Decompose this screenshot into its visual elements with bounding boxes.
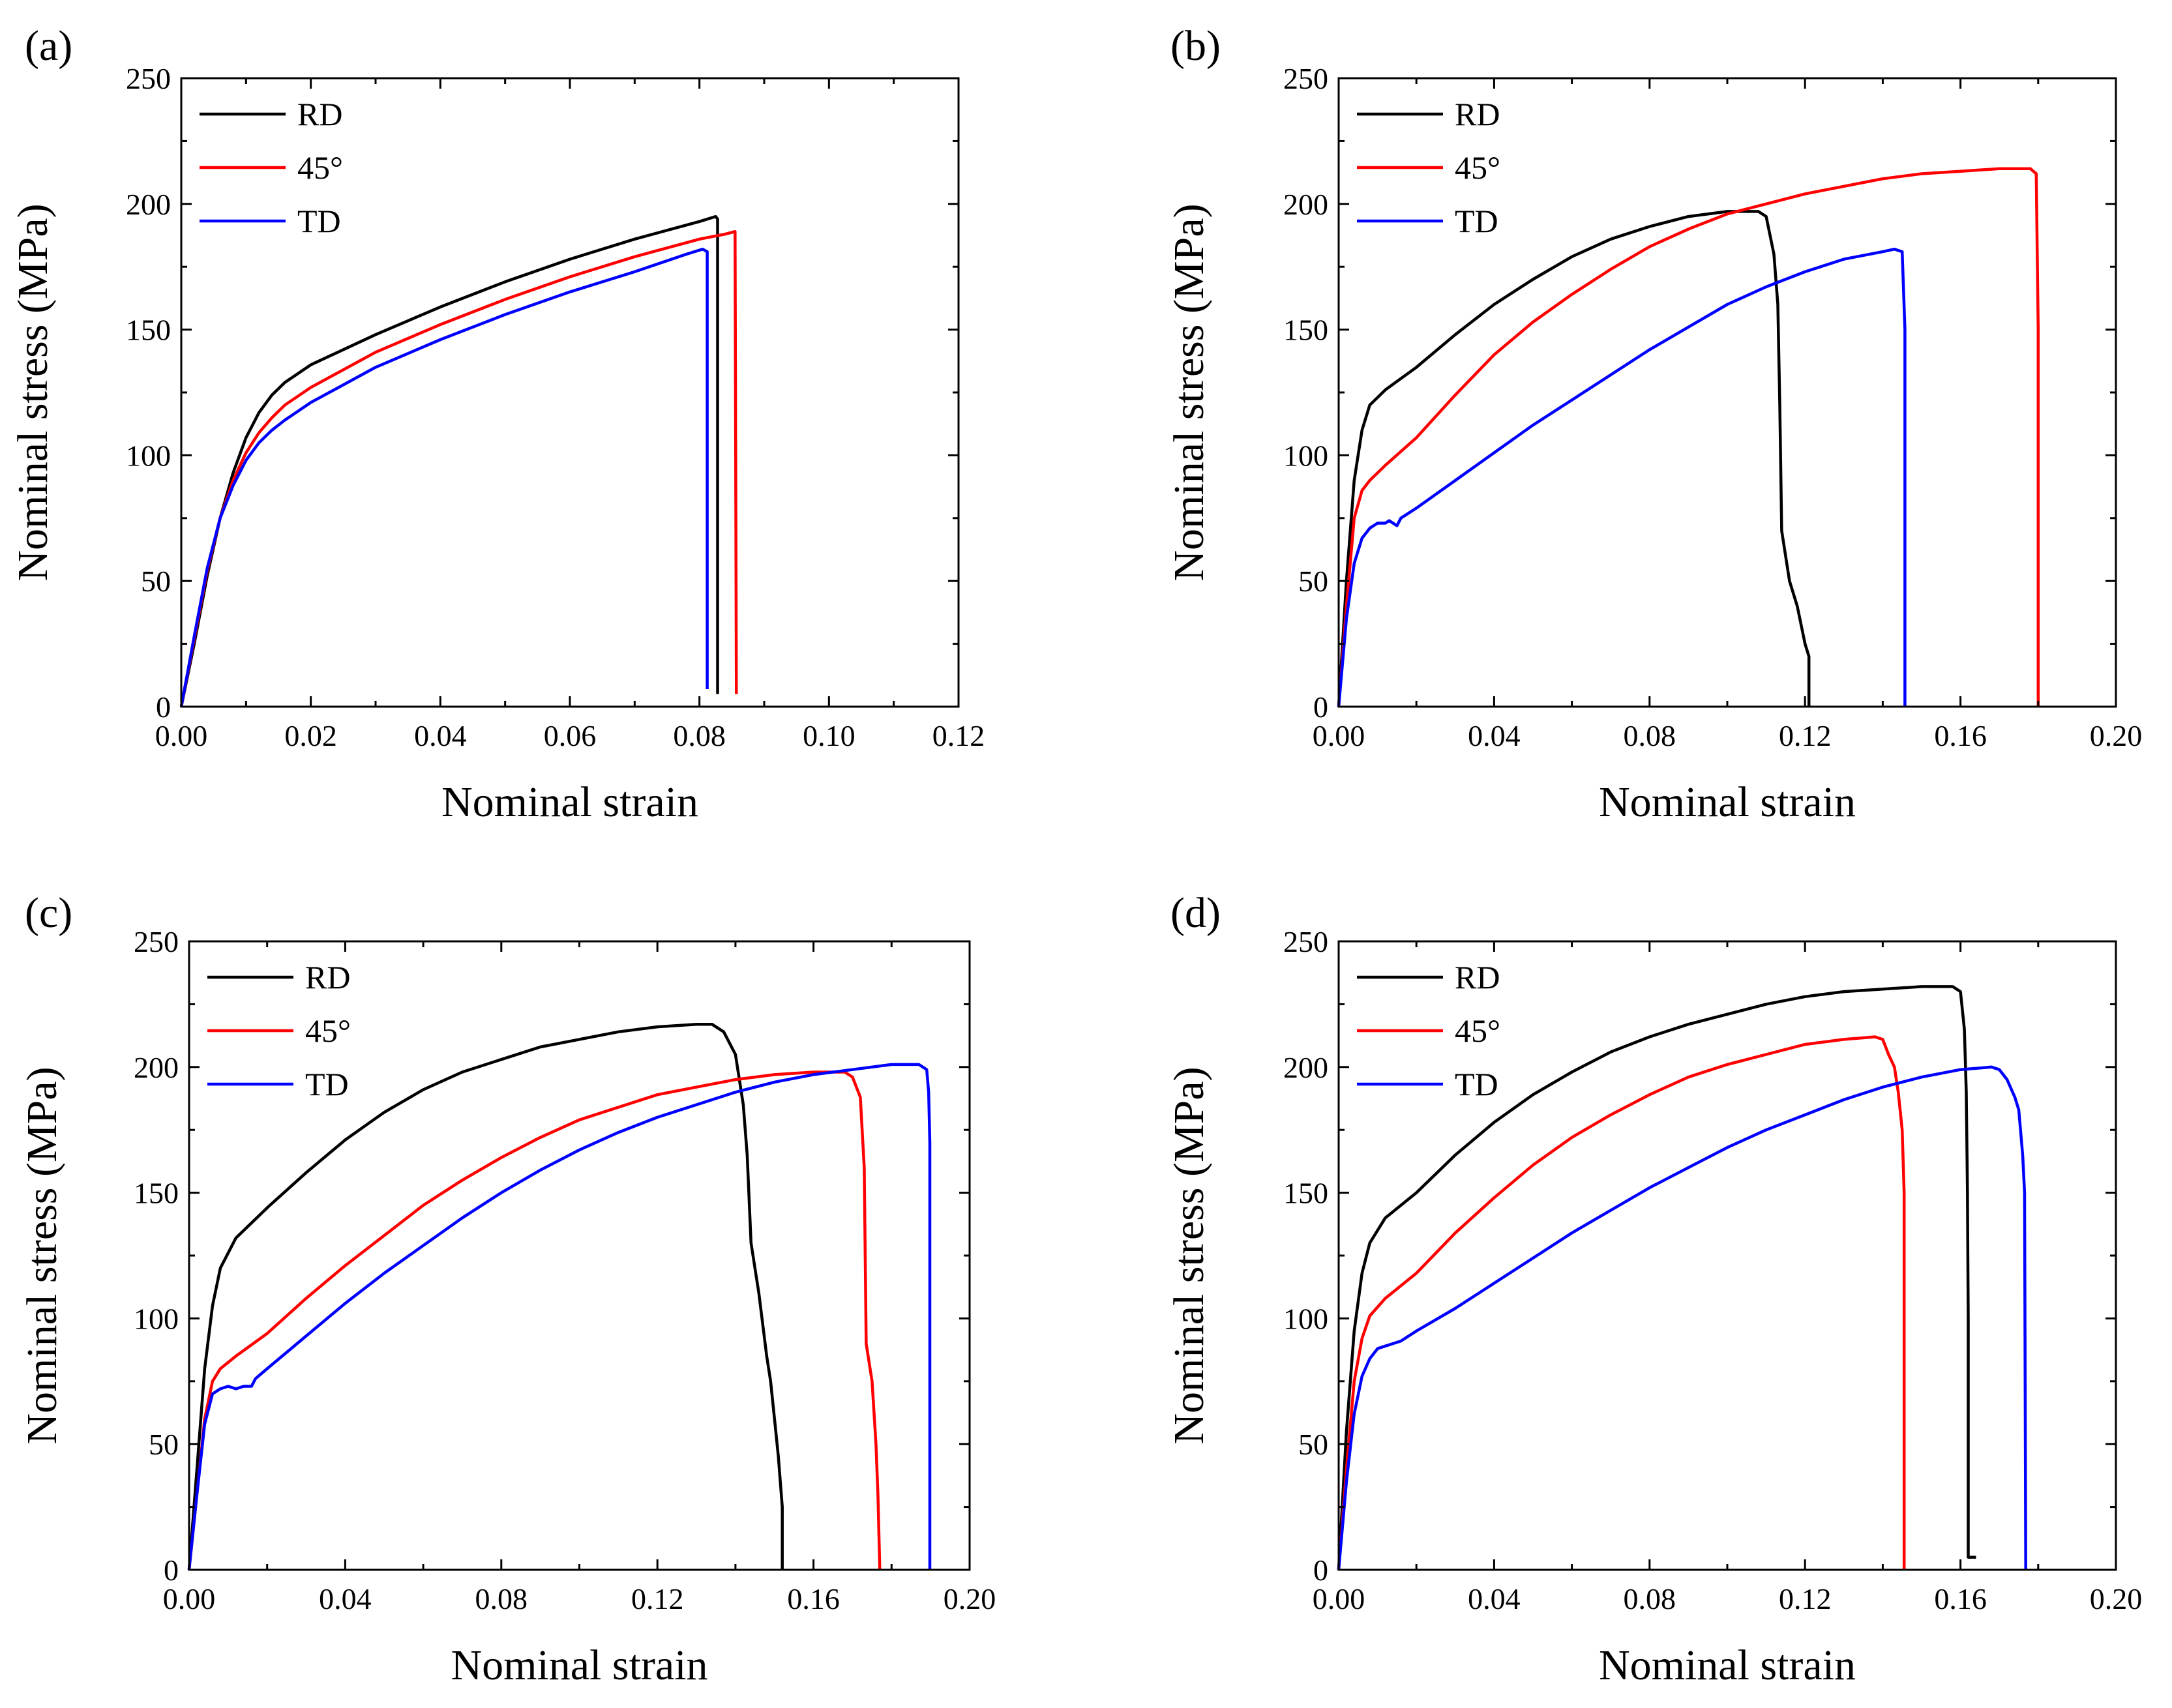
y-axis-title: Nominal stress (MPa) [1165,203,1213,581]
legend-label: 45° [305,1012,351,1049]
legend-label: RD [1455,96,1500,132]
y-tick-label: 200 [134,1051,179,1084]
series-line-rd [1337,210,1811,707]
series-line-td [187,1063,932,1570]
x-tick-label: 0.12 [631,1582,684,1615]
x-axis-title: Nominal strain [451,1642,707,1689]
legend-label: RD [297,96,342,132]
x-tick-label: 0.08 [1624,719,1676,752]
legend: RD 45° TD [200,96,343,239]
y-tick-label: 150 [134,1177,179,1210]
x-tick-label: 0.00 [1313,1582,1365,1615]
x-axis-title: Nominal strain [1599,778,1856,826]
y-axis-title: Nominal stress (MPa) [9,203,57,581]
y-tick-label: 50 [141,565,171,598]
x-tick-label: 0.10 [803,719,855,752]
x-tick-label: 0.20 [944,1582,996,1615]
x-tick-label: 0.20 [2090,719,2143,752]
x-tick-label: 0.16 [1934,719,1987,752]
panel-label: (c) [25,889,72,937]
x-tick-label: 0.08 [673,719,726,752]
y-tick-label: 200 [1283,188,1328,221]
x-tick-label: 0.00 [163,1582,216,1615]
y-tick-label: 200 [126,188,171,221]
y-tick-label: 250 [126,62,171,95]
y-tick-label: 150 [1283,1177,1328,1210]
legend-label: 45° [1455,1012,1500,1049]
y-axis-title: Nominal stress (MPa) [18,1067,66,1444]
y-tick-label: 150 [1283,314,1328,347]
y-axis-title: Nominal stress (MPa) [1165,1067,1213,1444]
x-axis-title: Nominal strain [441,778,698,826]
x-axis-title: Nominal strain [1599,1642,1856,1689]
y-tick-label: 50 [1298,565,1328,598]
series-line-45deg [187,1070,882,1570]
legend-label: TD [297,203,341,239]
y-tick-label: 0 [1313,1553,1328,1587]
x-tick-label: 0.12 [1779,1582,1832,1615]
panel-c: (c) 0.00 0.04 0.08 0.12 0.16 0.20 0 50 100 150 200 2… [18,889,996,1689]
x-tick-label: 0.16 [1934,1582,1987,1615]
legend-label: 45° [1455,149,1500,186]
x-tick-label: 0.08 [475,1582,528,1615]
x-tick-label: 0.00 [1313,719,1365,752]
series-line-45deg [1337,1035,1906,1570]
legend-label: TD [1455,203,1498,239]
x-tick-label: 0.04 [1468,1582,1521,1615]
series-line-rd [187,1022,784,1570]
y-tick-label: 0 [1313,690,1328,724]
legend-label: TD [1455,1066,1498,1102]
y-tick-label: 0 [156,690,171,724]
legend-label: 45° [297,149,343,186]
legend: RD 45° TD [1357,96,1500,239]
y-tick-label: 100 [1283,439,1328,472]
series-line-rd [1337,985,1976,1570]
y-tick-label: 150 [126,314,171,347]
y-tick-label: 100 [1283,1302,1328,1335]
legend: RD 45° TD [1357,959,1500,1102]
series-line-45deg [1337,167,2040,707]
legend: RD 45° TD [207,959,351,1102]
panel-a: (a) 0.00 0.02 0.04 0.06 0.08 0.10 0.12 0 50 100 150… [9,22,985,826]
series-group [179,214,738,707]
series-group [1337,985,2027,1570]
panel-b: (b) 0.00 0.04 0.08 0.12 0.16 0.20 0 50 100 150 200 2… [1165,22,2142,826]
x-tick-label: 0.16 [787,1582,840,1615]
x-tick-label: 0.04 [319,1582,372,1615]
x-tick-label: 0.08 [1624,1582,1676,1615]
series-group [1337,167,2040,707]
series-line-td [1337,247,1907,707]
x-tick-label: 0.12 [1779,719,1832,752]
x-tick-label: 0.12 [932,719,985,752]
x-tick-label: 0.02 [284,719,337,752]
y-tick-label: 100 [126,439,171,472]
series-line-rd [179,214,719,707]
panel-label: (a) [25,22,72,70]
series-line-45deg [179,229,738,707]
x-tick-label: 0.06 [544,719,597,752]
panel-label: (d) [1170,889,1221,937]
legend-label: TD [305,1066,349,1102]
y-tick-label: 250 [134,925,179,958]
x-tick-label: 0.20 [2090,1582,2143,1615]
y-tick-label: 250 [1283,62,1328,95]
y-tick-label: 250 [1283,925,1328,958]
series-line-td [1337,1065,2027,1570]
series-group [187,1022,932,1570]
y-tick-label: 50 [149,1428,179,1461]
y-tick-label: 100 [134,1302,179,1335]
x-tick-label: 0.04 [414,719,467,752]
series-line-td [179,247,709,707]
y-tick-label: 200 [1283,1051,1328,1084]
y-tick-label: 50 [1298,1428,1328,1461]
panel-d: (d) 0.00 0.04 0.08 0.12 0.16 0.20 0 50 100 150 200 2… [1165,889,2142,1689]
x-tick-label: 0.00 [155,719,208,752]
legend-label: RD [305,959,350,995]
panel-label: (b) [1170,22,1221,70]
y-tick-label: 0 [164,1553,179,1587]
x-tick-label: 0.04 [1468,719,1521,752]
legend-label: RD [1455,959,1500,995]
